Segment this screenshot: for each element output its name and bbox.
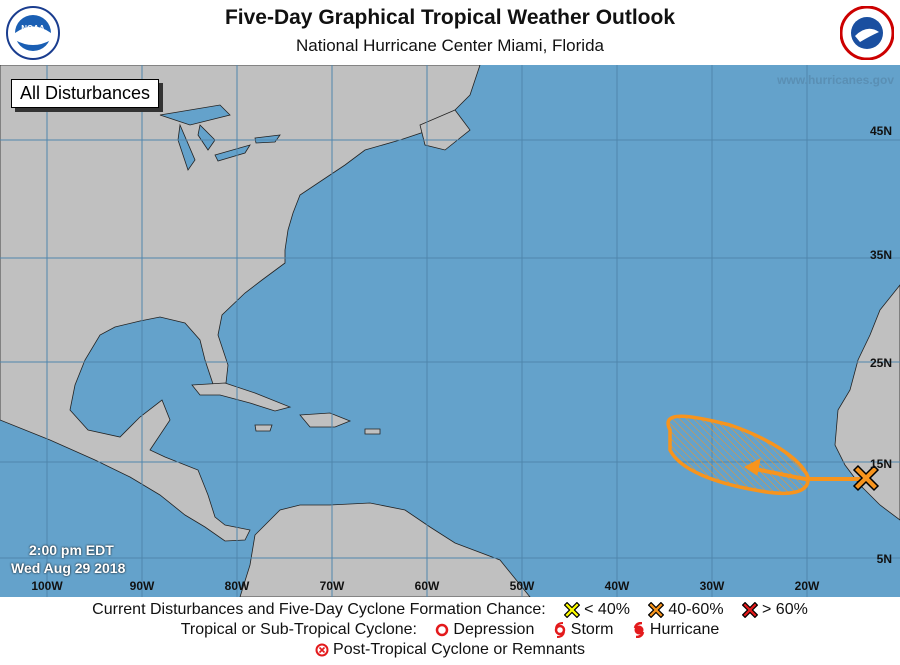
lon-label: 40W (604, 579, 630, 593)
high-chance-x-icon (742, 602, 759, 618)
page-title: Five-Day Graphical Tropical Weather Outl… (224, 6, 676, 29)
north-america (0, 65, 481, 542)
legend-post-tropical: Post-Tropical Cyclone or Remnants (0, 641, 900, 659)
low-chance-x-icon (564, 602, 581, 618)
hispaniola (299, 412, 352, 428)
legend-storm: Storm (570, 621, 614, 638)
lat-label: 45N (869, 124, 892, 138)
south-america (239, 502, 531, 597)
legend-formation-chance: Current Disturbances and Five-Day Cyclon… (0, 601, 900, 619)
legend-row2-label: Tropical or Sub-Tropical Cyclone: (180, 621, 417, 638)
legend-post-tropical-label: Post-Tropical Cyclone or Remnants (333, 641, 585, 658)
svg-text:NOAA: NOAA (21, 24, 45, 33)
lat-label: 15N (869, 457, 892, 471)
medium-chance-x-icon (648, 602, 665, 618)
all-disturbances-label: All Disturbances (11, 79, 160, 108)
noaa-logo: NOAA (6, 6, 60, 60)
legend-medium: 40-60% (668, 601, 724, 618)
lon-label: 20W (794, 579, 820, 593)
lon-label: 70W (319, 579, 345, 593)
disturbance-track-arrow (744, 458, 860, 481)
lat-label: 35N (869, 248, 892, 262)
legend-depression: Depression (453, 621, 535, 638)
puerto-rico (364, 428, 381, 435)
outlook-map (0, 65, 900, 597)
header: NOAA Five-Day Graphical Tropical Weather… (0, 0, 900, 65)
landmasses (0, 65, 900, 597)
lon-label: 60W (414, 579, 440, 593)
legend-high: > 60% (762, 601, 808, 618)
legend-low: < 40% (584, 601, 630, 618)
graticule (0, 65, 900, 597)
jamaica (254, 424, 273, 432)
hurricane-icon (633, 622, 645, 638)
disturbance-x-icon (852, 464, 880, 492)
lon-label: 100W (31, 579, 63, 593)
lat-label: 25N (869, 356, 892, 370)
storm-icon (554, 622, 566, 638)
issue-date: Wed Aug 29 2018 (11, 560, 126, 576)
great-lakes (159, 104, 281, 171)
lon-label: 50W (509, 579, 535, 593)
cuba (191, 382, 292, 412)
lon-label: 80W (224, 579, 250, 593)
depression-icon (436, 623, 449, 637)
page-subtitle: National Hurricane Center Miami, Florida (295, 36, 604, 55)
lon-label: 30W (699, 579, 725, 593)
post-tropical-icon (315, 643, 329, 657)
lat-label: 5N (876, 552, 892, 566)
legend-row1-label: Current Disturbances and Five-Day Cyclon… (92, 601, 546, 618)
legend-hurricane: Hurricane (649, 621, 720, 638)
legend-cyclone-types: Tropical or Sub-Tropical Cyclone: Depres… (0, 621, 900, 639)
lon-label: 90W (129, 579, 155, 593)
nws-logo (840, 6, 894, 60)
issue-time: 2:00 pm EDT (29, 542, 114, 558)
africa (834, 284, 900, 521)
website-link[interactable]: www.hurricanes.gov (777, 73, 894, 87)
